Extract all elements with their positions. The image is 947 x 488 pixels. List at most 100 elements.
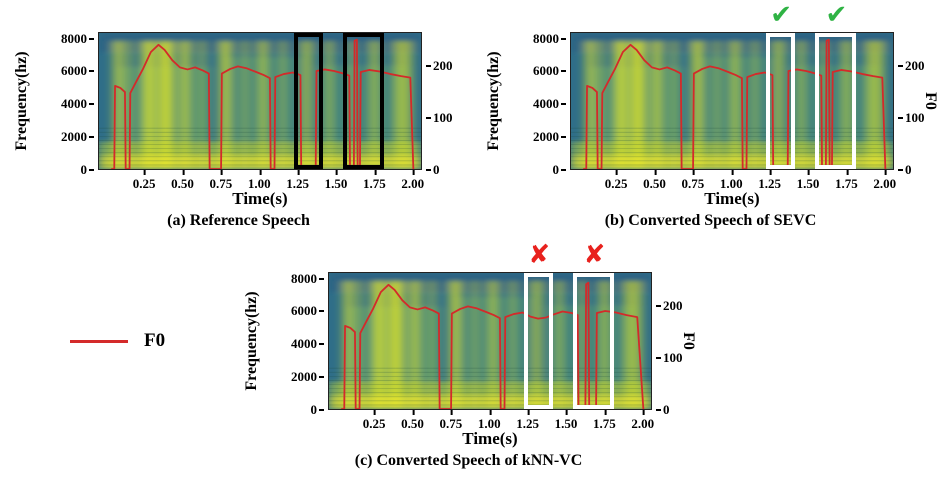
y-axis-label-frequency: Frequency(hz) <box>243 291 260 391</box>
y-tick-label: 6000 <box>61 63 94 79</box>
x-tick-label: 0.75 <box>681 170 705 191</box>
y-axis-ticks-right: 0 100 200 <box>898 32 940 177</box>
y-tick-label: 4000 <box>533 96 566 112</box>
spectrogram-image <box>99 33 421 169</box>
x-tick-label: 1.25 <box>286 170 309 191</box>
y-tick-label: 4000 <box>291 336 324 352</box>
y-tick-label: 8000 <box>291 270 324 286</box>
spectrogram-image <box>329 273 651 409</box>
marks-row: ✔ ✔ <box>570 0 894 30</box>
x-tick-label: 0.25 <box>132 170 156 191</box>
spectrogram-plot <box>570 32 894 170</box>
y-tick-label: 0 <box>80 162 94 177</box>
spectrogram-plot <box>328 272 652 410</box>
cross-mark: ✘ <box>528 240 551 270</box>
x-tick-label: 1.75 <box>593 410 616 431</box>
x-axis-label-time: Time(s) <box>232 189 288 208</box>
x-axis-label-time: Time(s) <box>462 429 518 448</box>
y-axis-ticks-right: 0 100 200 <box>656 272 698 417</box>
x-tick-label: 1.75 <box>363 170 386 191</box>
highlight-box <box>815 33 857 169</box>
y-axis-label-f0: F0 <box>922 92 939 110</box>
y-tick-label: 6000 <box>291 303 324 319</box>
y-tick-label: 6000 <box>533 63 566 79</box>
f0-tick-label: 0 <box>898 162 912 177</box>
panel-caption: (a) Reference Speech <box>167 212 310 229</box>
spectrogram-plot <box>98 32 422 170</box>
y-axis-ticks-left: 0 2000 4000 6000 8000 <box>276 270 324 417</box>
f0-tick-label: 200 <box>898 57 925 73</box>
x-tick-label: 0.75 <box>439 410 463 431</box>
x-tick-label: 1.50 <box>796 170 820 191</box>
x-tick-label: 1.75 <box>835 170 858 191</box>
highlight-box <box>766 33 796 169</box>
highlight-boxes <box>99 33 421 169</box>
f0-tick-label: 100 <box>656 349 683 365</box>
y-tick-label: 8000 <box>61 30 94 46</box>
panel-converted-knnvc: Frequency(hz) 0 2000 4000 6000 8000 ✘ ✘ 0.25 0… <box>236 240 701 486</box>
x-tick-label: 1.00 <box>247 170 271 191</box>
x-tick-label: 1.00 <box>719 170 743 191</box>
highlight-box <box>524 273 554 409</box>
f0-contour-line <box>329 273 651 409</box>
x-tick-label: 1.50 <box>554 410 578 431</box>
f0-contour-line <box>99 33 421 169</box>
y-axis-label-frequency: Frequency(hz) <box>13 51 30 151</box>
x-axis-label-time: Time(s) <box>704 189 760 208</box>
x-tick-label: 2.00 <box>631 410 655 431</box>
f0-tick-label: 100 <box>426 109 453 125</box>
highlight-box <box>343 33 385 169</box>
y-tick-label: 0 <box>552 162 566 177</box>
y-axis-ticks-left: 0 2000 4000 6000 8000 <box>46 30 94 177</box>
highlight-box <box>294 33 324 169</box>
marks-row <box>98 0 422 30</box>
cross-mark: ✘ <box>583 240 606 270</box>
x-tick-label: 2.00 <box>873 170 897 191</box>
highlight-boxes <box>329 273 651 409</box>
x-axis-ticks: 0.25 0.50 0.75 1.00 1.25 1.50 1.75 2.00 <box>570 170 897 191</box>
y-axis-ticks-left: 0 2000 4000 6000 8000 <box>518 30 566 177</box>
y-tick-label: 2000 <box>61 129 94 145</box>
x-axis-ticks: 0.25 0.50 0.75 1.00 1.25 1.50 1.75 2.00 <box>98 170 425 191</box>
highlight-box <box>573 273 615 409</box>
x-tick-label: 0.50 <box>171 170 194 191</box>
panel-caption: (c) Converted Speech of kNN-VC <box>354 452 583 469</box>
x-tick-label: 0.25 <box>604 170 628 191</box>
panel-reference-speech: Frequency(hz) 0 2000 4000 6000 8000 0.25 0.50… <box>6 6 471 246</box>
f0-tick-label: 200 <box>656 297 683 313</box>
f0-tick-label: 100 <box>898 109 925 125</box>
x-tick-label: 0.50 <box>643 170 666 191</box>
highlight-boxes <box>571 33 893 169</box>
y-tick-label: 0 <box>310 402 324 417</box>
marks-row: ✘ ✘ <box>328 240 652 270</box>
y-tick-label: 8000 <box>533 30 566 46</box>
check-mark: ✔ <box>825 0 848 30</box>
y-axis-label-frequency: Frequency(hz) <box>485 51 502 151</box>
y-tick-label: 2000 <box>291 369 324 385</box>
spectrogram-image <box>571 33 893 169</box>
y-axis-ticks-right: 0 100 200 <box>426 32 468 177</box>
x-tick-label: 2.00 <box>401 170 425 191</box>
f0-tick-label: 0 <box>656 402 670 417</box>
y-axis-label-f0: F0 <box>680 332 697 350</box>
panel-converted-sevc: Frequency(hz) 0 2000 4000 6000 8000 ✔ ✔ 0.25 0… <box>478 0 943 246</box>
x-tick-label: 1.25 <box>516 410 539 431</box>
x-tick-label: 0.25 <box>362 410 386 431</box>
y-tick-label: 2000 <box>533 129 566 145</box>
panel-caption: (b) Converted Speech of SEVC <box>604 212 817 229</box>
f0-line-sample <box>70 339 128 343</box>
f0-contour-line <box>571 33 893 169</box>
x-tick-label: 0.75 <box>209 170 233 191</box>
f0-legend: F0 <box>70 330 165 352</box>
check-mark: ✔ <box>770 0 793 30</box>
x-tick-label: 1.00 <box>477 410 501 431</box>
f0-tick-label: 0 <box>426 162 440 177</box>
x-tick-label: 0.50 <box>401 410 424 431</box>
x-tick-label: 1.50 <box>324 170 348 191</box>
x-tick-label: 1.25 <box>758 170 781 191</box>
f0-tick-label: 200 <box>426 57 453 73</box>
y-tick-label: 4000 <box>61 96 94 112</box>
f0-legend-label: F0 <box>144 330 166 351</box>
x-axis-ticks: 0.25 0.50 0.75 1.00 1.25 1.50 1.75 2.00 <box>328 410 655 431</box>
